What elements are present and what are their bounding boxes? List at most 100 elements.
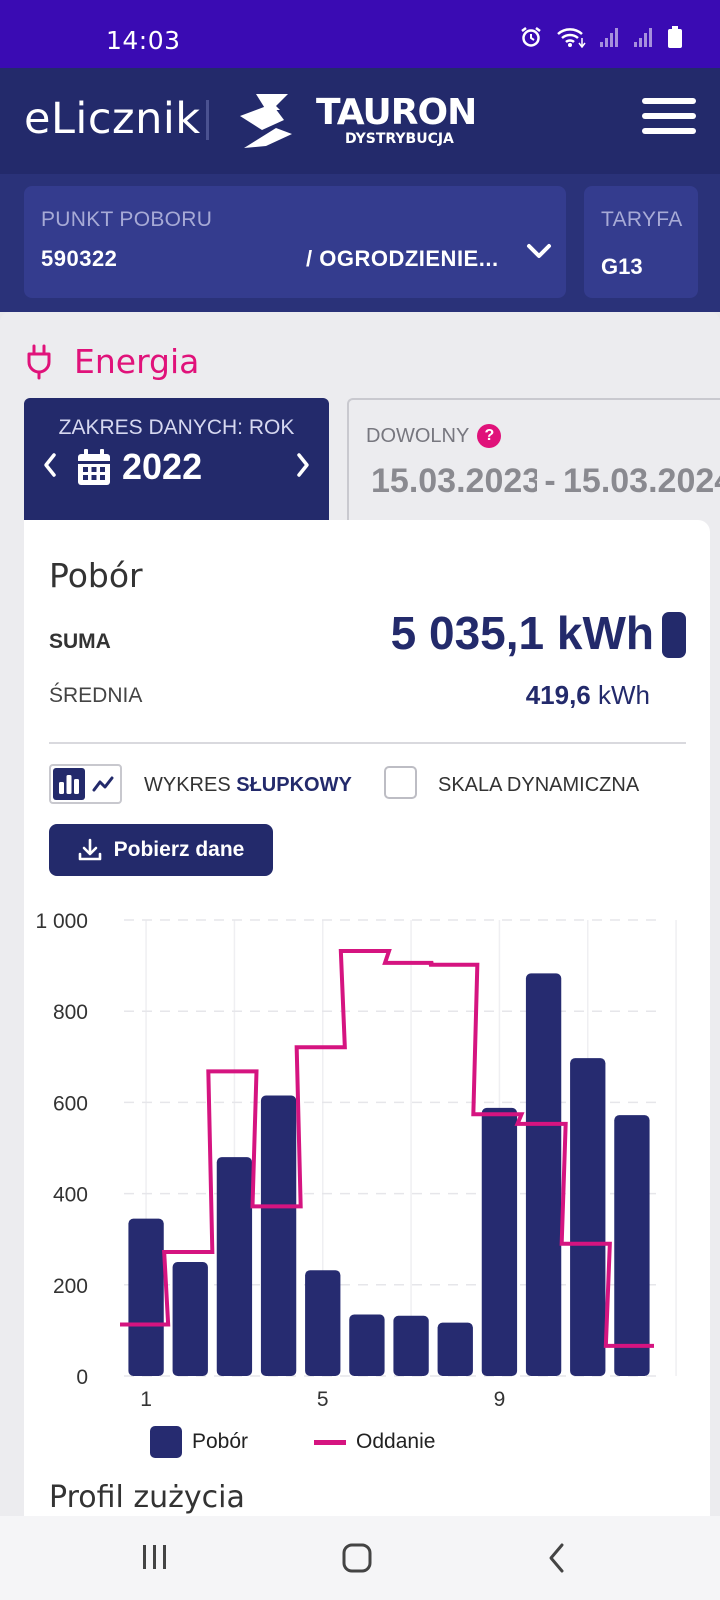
section-title: Energia	[74, 342, 200, 381]
chart-type-prefix: WYKRES	[144, 774, 231, 796]
status-icons	[520, 26, 682, 48]
meter-point-location: / OGRODZIENIE...	[306, 246, 499, 271]
chart-bar	[525, 973, 562, 1376]
date-separator: -	[544, 462, 556, 500]
dynamic-scale-checkbox[interactable]	[384, 766, 417, 799]
range-selector: ZAKRES DANYCH: ROK 2022	[24, 398, 329, 524]
bar-chart-icon	[59, 775, 79, 794]
legend-item-pobor[interactable]: Pobór	[150, 1426, 248, 1458]
recent-apps-icon[interactable]	[140, 1542, 170, 1572]
chart-step-line	[120, 949, 654, 1348]
divider	[49, 742, 686, 744]
avg-unit: kWh	[598, 680, 650, 710]
chart-type-label: WYKRES SŁUPKOWY	[144, 774, 352, 797]
line-chart-icon	[92, 776, 114, 792]
chevron-down-icon	[527, 244, 551, 258]
sum-value: 5 035,1 kWh	[390, 607, 654, 659]
date-from-field[interactable]: 15.03.2023	[371, 462, 537, 500]
chart-bar	[437, 1322, 473, 1376]
chevron-left-icon[interactable]	[42, 452, 58, 478]
y-tick-label: 400	[53, 1184, 88, 1207]
next-section-heading: Profil zużycia	[49, 1480, 245, 1515]
menu-icon-line	[642, 128, 696, 134]
signal-icon	[600, 28, 618, 47]
y-tick-label: 200	[53, 1275, 88, 1298]
x-tick-label: 1	[140, 1388, 152, 1410]
bar-chart-toggle[interactable]	[53, 768, 85, 800]
back-icon[interactable]	[546, 1542, 568, 1574]
meter-strip: PUNKT POBORU 590322 / OGRODZIENIE... TAR…	[0, 174, 720, 312]
chart-bar	[393, 1315, 429, 1376]
status-bar: 14:03	[0, 0, 720, 68]
custom-range-label: DOWOLNY	[366, 424, 470, 447]
download-data-button[interactable]: Pobierz dane	[49, 824, 273, 876]
signal-icon	[634, 28, 652, 47]
tauron-logo: TAURON DYSTRYBUCJA	[236, 90, 477, 154]
card-heading: Pobór	[49, 556, 143, 595]
tariff-card: TARYFA G13	[584, 186, 698, 298]
range-label: ZAKRES DANYCH: ROK	[58, 416, 295, 439]
range-year-group[interactable]: 2022	[78, 446, 202, 488]
wifi-icon	[557, 28, 586, 48]
help-icon[interactable]: ?	[477, 424, 502, 448]
download-data-label: Pobierz dane	[113, 838, 245, 861]
brand-subtitle: DYSTRYBUCJA	[345, 131, 454, 147]
tariff-label: TARYFA	[601, 208, 683, 231]
legend-swatch-bar	[150, 1426, 182, 1458]
tariff-value: G13	[601, 254, 643, 279]
chevron-right-icon[interactable]	[295, 452, 311, 478]
app-header: eLicznik TAURON DYSTRYBUCJA	[0, 68, 720, 174]
battery-icon	[668, 26, 682, 48]
chart-bar	[128, 1218, 164, 1376]
calendar-icon	[78, 449, 110, 485]
chart-bar	[614, 1115, 650, 1376]
chart-type-toggle	[49, 764, 122, 804]
meter-point-id: 590322	[41, 246, 118, 271]
home-icon[interactable]	[341, 1542, 373, 1574]
section-head: Energia	[26, 342, 199, 381]
content: Energia ZAKRES DANYCH: ROK 2022 DOWOLNY …	[0, 312, 720, 1516]
y-tick-label: 800	[53, 1001, 88, 1024]
chart-legend: Pobór Oddanie	[150, 1426, 435, 1458]
custom-range-label-group: DOWOLNY ?	[366, 424, 502, 448]
avg-value-group: 419,6 kWh	[526, 680, 650, 711]
meter-point-select[interactable]: PUNKT POBORU 590322 / OGRODZIENIE...	[24, 186, 566, 298]
chart-bar	[216, 1157, 253, 1376]
sum-marker	[662, 612, 686, 658]
y-tick-label: 600	[53, 1092, 88, 1115]
sum-label: SUMA	[49, 630, 111, 653]
avg-label: ŚREDNIA	[49, 684, 143, 707]
dynamic-scale-label: SKALA DYNAMICZNA	[438, 774, 640, 796]
header-divider	[206, 100, 209, 140]
tauron-mark-icon	[240, 94, 292, 148]
plug-icon	[27, 344, 51, 379]
x-tick-label: 9	[494, 1388, 506, 1410]
chart-bar	[172, 1262, 208, 1376]
y-tick-label: 0	[76, 1366, 88, 1389]
menu-button[interactable]	[642, 98, 696, 144]
chart-bar	[349, 1314, 385, 1376]
legend-label-pobor: Pobór	[192, 1430, 249, 1453]
y-tick-label: 1 000	[35, 910, 88, 933]
status-time: 14:03	[106, 26, 181, 55]
chart-bar	[481, 1107, 518, 1376]
download-icon	[78, 838, 101, 861]
chart-bar	[260, 1095, 297, 1376]
menu-icon-line	[642, 113, 696, 119]
avg-value: 419,6	[525, 680, 591, 710]
custom-range-selector[interactable]: DOWOLNY ? 15.03.2023- 15.03.2024	[347, 398, 720, 524]
line-chart-toggle[interactable]	[87, 768, 119, 800]
legend-label-oddanie: Oddanie	[356, 1430, 436, 1453]
brand-name: TAURON	[316, 92, 477, 133]
meter-point-label: PUNKT POBORU	[41, 208, 213, 231]
consumption-card: Pobór SUMA 5 035,1 kWh ŚREDNIA 419,6 kWh…	[24, 520, 710, 1516]
alarm-icon	[521, 27, 541, 47]
chart-bar	[570, 1058, 606, 1376]
legend-item-oddanie[interactable]: Oddanie	[314, 1430, 435, 1454]
menu-icon-line	[642, 98, 696, 104]
range-year: 2022	[122, 446, 203, 487]
date-to-field[interactable]: 15.03.2024	[563, 462, 720, 500]
custom-range-dates: 15.03.2023- 15.03.2024	[371, 462, 720, 501]
x-tick-label: 5	[317, 1388, 329, 1410]
chart-bar	[305, 1270, 341, 1376]
